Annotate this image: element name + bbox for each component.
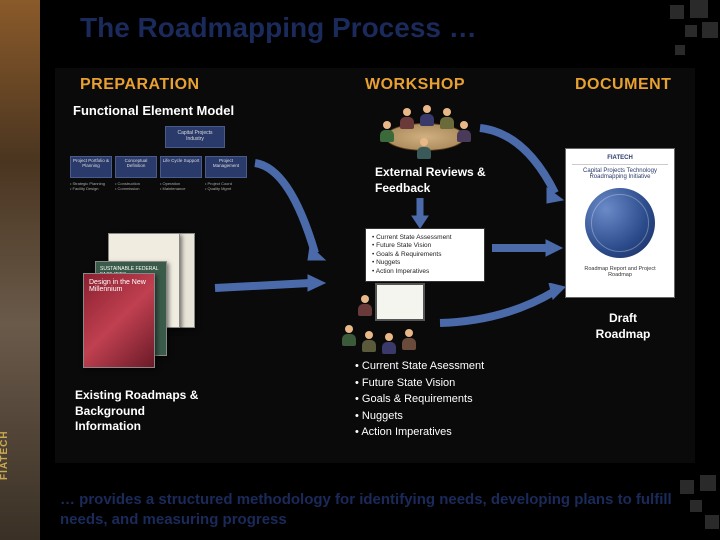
- document-desc: Draft Roadmap: [593, 311, 653, 342]
- globe-icon: [585, 188, 655, 258]
- slide-subtitle: … provides a structured methodology for …: [60, 490, 680, 531]
- meeting-top: [375, 103, 475, 158]
- workshop-box: • Current State Assessment • Future Stat…: [365, 228, 485, 282]
- header-workshop: WORKSHOP: [365, 76, 465, 94]
- presentation-scene: [340, 283, 430, 363]
- doc-brand: FIATECH: [572, 155, 668, 165]
- arrow-meeting-to-doc: [475, 118, 570, 208]
- draft-roadmap-doc: FIATECH Capital Projects TechnologyRoadm…: [565, 148, 675, 298]
- arrow-docs-to-workshop: [210, 273, 330, 313]
- slide-title: The Roadmapping Process …: [80, 12, 477, 44]
- fem-top-node: Capital ProjectsIndustry: [165, 126, 225, 148]
- workshop-bullets: • Current State Asessment • Future State…: [355, 358, 484, 441]
- arrow-fem-to-workshop: [250, 148, 330, 288]
- corner-decoration-top: [630, 0, 720, 70]
- header-document: DOCUMENT: [575, 76, 671, 94]
- doc-subtitle: Roadmap Report and Project Roadmap: [572, 266, 668, 278]
- preparation-desc: Existing Roadmaps & Background Informati…: [75, 388, 205, 435]
- arrow-review-down: [405, 196, 435, 231]
- roadmap-documents: SUSTAINABLE FEDERAL FACILITIES Design in…: [73, 233, 203, 378]
- front-doc-title: Design in the New Millennium: [89, 279, 146, 293]
- arrow-box-to-doc: [490, 238, 565, 258]
- header-preparation: PREPARATION: [80, 76, 200, 94]
- fem-label: Functional Element Model: [73, 103, 234, 118]
- front-document: Design in the New Millennium: [83, 273, 155, 368]
- workshop-box-bullets: • Current State Assessment • Future Stat…: [372, 234, 478, 276]
- process-diagram: PREPARATION WORKSHOP DOCUMENT Functional…: [55, 68, 695, 463]
- brand-label: FIATECH: [0, 430, 10, 480]
- arrow-presenter-to-doc: [435, 283, 570, 333]
